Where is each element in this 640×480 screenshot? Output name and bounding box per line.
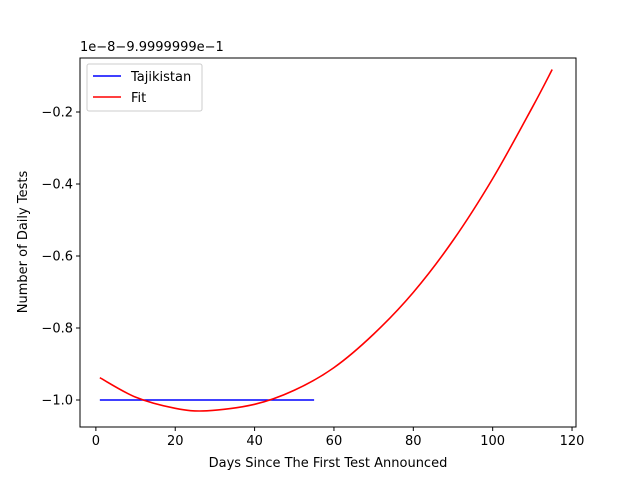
x-tick-label: 120 — [560, 434, 585, 449]
series-layer — [99, 69, 553, 412]
x-axis-label: Days Since The First Test Announced — [209, 456, 448, 471]
x-tick-label: 100 — [480, 434, 505, 449]
y-axis-label: Number of Daily Tests — [16, 171, 31, 314]
series-line-fit — [99, 69, 553, 412]
x-tick-label: 20 — [167, 434, 184, 449]
y-tick-label: −0.2 — [41, 106, 73, 121]
x-tick-label: 40 — [246, 434, 263, 449]
x-tick-label: 60 — [326, 434, 343, 449]
y-axis-ticks: −1.0 −0.8 −0.6 −0.4 −0.2 — [41, 106, 80, 409]
y-offset-label: 1e−8−9.9999999e−1 — [80, 40, 224, 55]
x-tick-label: 80 — [405, 434, 422, 449]
y-tick-label: −0.4 — [41, 178, 73, 193]
y-tick-label: −0.6 — [41, 250, 73, 265]
x-axis-ticks: 0 20 40 60 80 100 120 — [92, 427, 585, 449]
plot-area — [80, 58, 576, 427]
x-tick-label: 0 — [92, 434, 100, 449]
y-tick-label: −1.0 — [41, 394, 73, 409]
plot-frame — [79, 57, 577, 428]
legend-label-tajikistan: Tajikistan — [130, 70, 191, 85]
y-tick-label: −0.8 — [41, 322, 73, 337]
legend-label-fit: Fit — [131, 91, 146, 106]
legend: Tajikistan Fit — [86, 63, 203, 112]
